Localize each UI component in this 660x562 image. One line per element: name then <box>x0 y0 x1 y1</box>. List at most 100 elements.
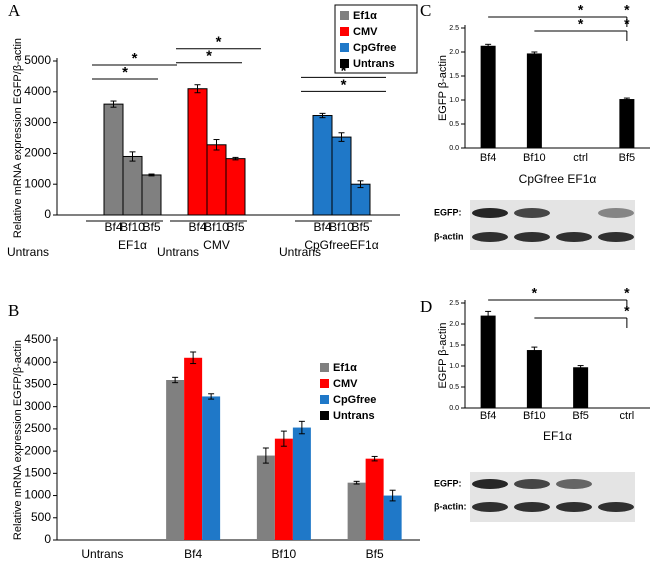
bar <box>122 155 143 216</box>
y-tick-label: 2.0 <box>449 49 459 56</box>
blot-band <box>472 502 508 512</box>
category-label: Bf5 <box>572 410 589 422</box>
bar <box>187 88 208 216</box>
category-label: Bf10 <box>272 547 297 561</box>
legend-swatch <box>320 379 329 388</box>
y-tick-label: 2.5 <box>449 300 459 307</box>
y-tick-label: 4500 <box>24 332 51 346</box>
y-tick-label: 3000 <box>24 115 51 129</box>
y-tick-label: 1.0 <box>449 363 459 370</box>
panel-letter: D <box>420 297 432 316</box>
legend-label: Ef1α <box>353 10 377 22</box>
significance-star: * <box>624 303 630 319</box>
panel-letter: B <box>8 301 19 320</box>
legend-swatch <box>320 411 329 420</box>
y-tick-label: 0 <box>44 207 51 221</box>
legend-label: CMV <box>333 378 358 390</box>
legend-swatch <box>340 27 349 36</box>
y-axis-label: EGFP β-actin <box>437 322 449 388</box>
bar <box>347 482 366 540</box>
legend-label: CpGfree <box>333 394 376 406</box>
bar <box>141 174 162 216</box>
blot-band <box>472 479 508 489</box>
legend-label: CpGfree <box>353 42 396 54</box>
blot-band <box>514 232 550 242</box>
bar <box>274 438 293 540</box>
category-label: ctrl <box>573 152 588 164</box>
control-label: Untrans <box>157 245 199 259</box>
blot-band <box>472 208 508 218</box>
bar <box>202 396 221 540</box>
category-label: ctrl <box>620 410 635 422</box>
blot-band <box>472 232 508 242</box>
legend-label: Ef1α <box>333 362 357 374</box>
significance-star: * <box>578 2 584 18</box>
legend-label: Untrans <box>333 410 375 422</box>
category-label: Bf10 <box>523 410 546 422</box>
control-label: Untrans <box>7 245 49 259</box>
legend-swatch <box>340 11 349 20</box>
blot-label: EGFP: <box>434 207 462 217</box>
category-label: Bf5 <box>366 547 384 561</box>
significance-star: * <box>122 64 128 81</box>
panel-letter: A <box>8 1 21 20</box>
legend-swatch <box>320 395 329 404</box>
category-label: Bf10 <box>329 220 354 234</box>
category-label: Bf5 <box>142 220 160 234</box>
panel-letter: C <box>420 1 431 20</box>
significance-star: * <box>532 285 538 301</box>
y-tick-label: 0.5 <box>449 121 459 128</box>
significance-star: * <box>624 285 630 301</box>
bar <box>480 45 496 149</box>
bar <box>480 315 496 408</box>
category-label: Bf5 <box>351 220 369 234</box>
y-tick-label: 0.0 <box>449 145 459 152</box>
bar <box>573 367 589 408</box>
bar <box>331 136 352 216</box>
legend-swatch <box>320 363 329 372</box>
y-tick-label: 2500 <box>24 421 51 435</box>
blot-band <box>556 232 592 242</box>
y-tick-label: 5000 <box>24 53 51 67</box>
group-label: CpGfreeEF1α <box>304 238 378 252</box>
y-axis-label: Relative mRNA expression EGFP/β-actin <box>12 38 24 238</box>
y-tick-label: 1000 <box>24 176 51 190</box>
blot-label: β-actin: <box>434 501 467 511</box>
significance-star: * <box>132 50 138 67</box>
significance-star: * <box>206 48 212 65</box>
bar <box>526 350 542 408</box>
blot-band <box>598 208 634 218</box>
y-tick-label: 3000 <box>24 399 51 413</box>
bar <box>383 495 402 540</box>
y-tick-label: 2.5 <box>449 25 459 32</box>
category-label: Bf4 <box>188 220 206 234</box>
legend-box <box>334 4 418 74</box>
y-tick-label: 1.5 <box>449 342 459 349</box>
y-axis-label: Relative mRNA expression EGFP/β-actin <box>12 340 24 540</box>
blot-band <box>598 502 634 512</box>
category-label: Untrans <box>81 547 123 561</box>
y-tick-label: 0.5 <box>449 384 459 391</box>
blot-band <box>598 232 634 242</box>
significance-star: * <box>216 34 222 51</box>
bar <box>619 99 635 148</box>
legend-label: CMV <box>353 26 378 38</box>
significance-star: * <box>624 16 630 32</box>
category-label: Bf4 <box>480 152 497 164</box>
blot-band <box>556 479 592 489</box>
blot-band <box>514 208 550 218</box>
category-label: Bf10 <box>204 220 229 234</box>
y-tick-label: 3500 <box>24 377 51 391</box>
y-tick-label: 500 <box>31 510 51 524</box>
y-tick-label: 4000 <box>24 84 51 98</box>
significance-star: * <box>341 62 347 79</box>
significance-star: * <box>624 2 630 18</box>
blot-band <box>514 479 550 489</box>
category-label: Bf5 <box>619 152 636 164</box>
category-label: Bf4 <box>184 547 202 561</box>
bar <box>365 458 384 540</box>
category-label: Bf4 <box>104 220 122 234</box>
y-tick-label: 2000 <box>24 443 51 457</box>
y-tick-label: 4000 <box>24 354 51 368</box>
category-label: Bf4 <box>480 410 497 422</box>
